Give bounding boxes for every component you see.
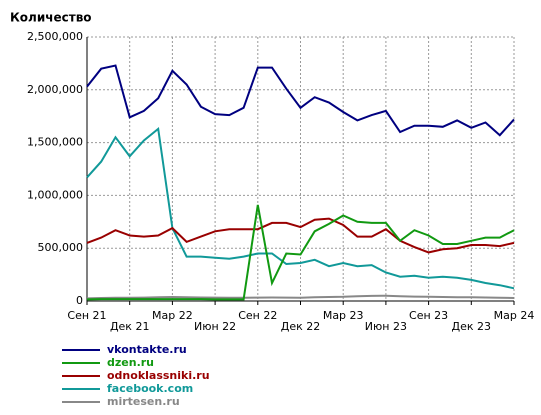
y-tick-label: 2,000,000 bbox=[27, 83, 83, 96]
legend-label: odnoklassniki.ru bbox=[107, 369, 210, 382]
x-tick-label: Сен 23 bbox=[409, 309, 448, 322]
legend-label: facebook.com bbox=[107, 382, 193, 395]
series-line bbox=[86, 64, 515, 137]
series-line bbox=[86, 127, 515, 290]
y-tick-label: 500,000 bbox=[38, 241, 84, 254]
x-tick-label: Мар 23 bbox=[323, 309, 364, 322]
legend-label: vkontakte.ru bbox=[107, 343, 187, 356]
x-tick-label: Сен 21 bbox=[67, 309, 106, 322]
y-tick-label: 0 bbox=[76, 294, 83, 307]
series-line bbox=[86, 294, 515, 300]
x-tick-label: Дек 21 bbox=[110, 320, 150, 333]
x-tick-label: Сен 22 bbox=[238, 309, 277, 322]
legend-label: dzen.ru bbox=[107, 356, 154, 369]
x-tick-label: Мар 22 bbox=[152, 309, 193, 322]
x-tick-label: Июн 22 bbox=[194, 320, 236, 333]
y-tick-label: 1,500,000 bbox=[27, 136, 83, 149]
chart-title: Количество bbox=[10, 11, 92, 25]
x-tick-label: Июн 23 bbox=[365, 320, 407, 333]
x-tick-label: Дек 23 bbox=[452, 320, 492, 333]
legend-label: mirtesen.ru bbox=[107, 395, 180, 408]
x-tick-label: Мар 24 bbox=[494, 309, 535, 322]
series-line bbox=[86, 217, 515, 254]
x-tick-label: Дек 22 bbox=[281, 320, 321, 333]
y-tick-label: 1,000,000 bbox=[27, 188, 83, 201]
series-line bbox=[86, 204, 515, 301]
y-tick-label: 2,500,000 bbox=[27, 30, 83, 43]
